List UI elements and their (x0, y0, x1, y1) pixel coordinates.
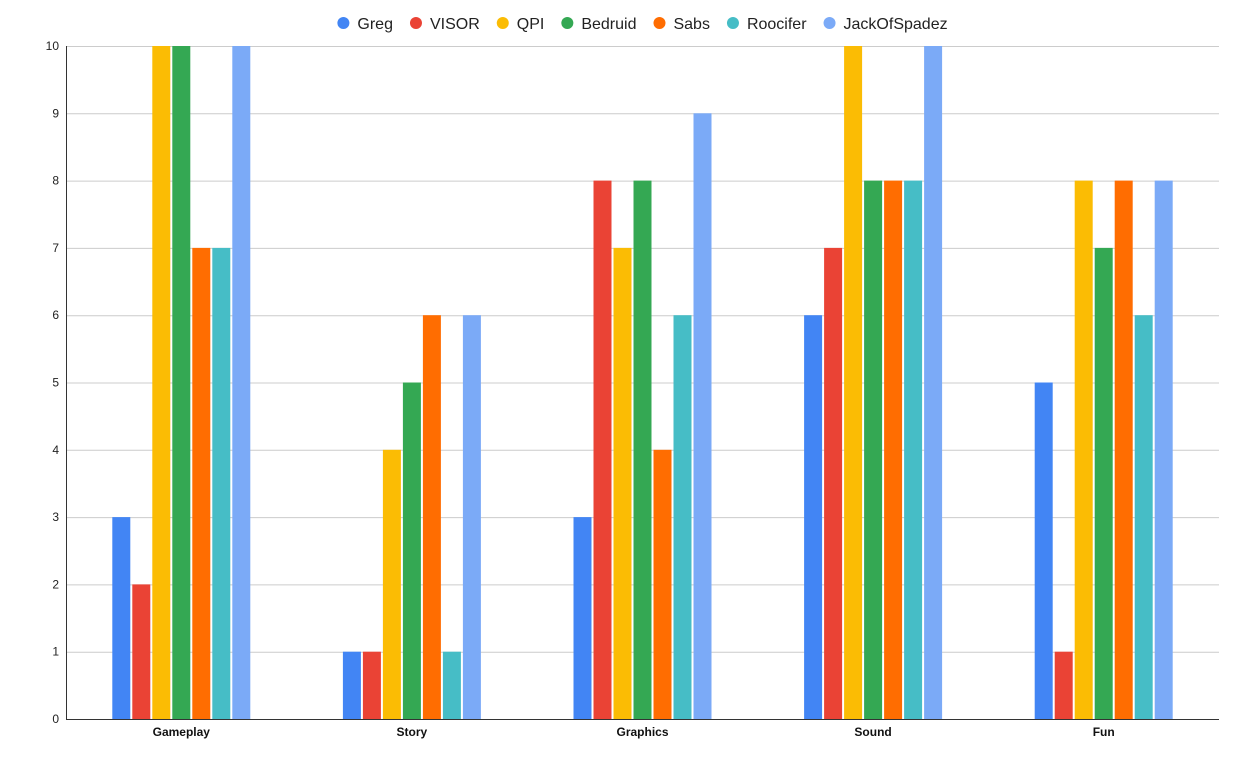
x-tick-label: Sound (854, 725, 891, 739)
bar (342, 651, 361, 719)
legend-marker (409, 17, 422, 29)
bar (1094, 247, 1113, 719)
y-tick-label: 10 (46, 39, 60, 53)
legend-item: VISOR (409, 16, 480, 33)
y-tick-label: 5 (52, 376, 59, 390)
bar (613, 247, 632, 719)
bar (462, 315, 481, 719)
bar (1074, 180, 1093, 720)
bar (382, 449, 401, 719)
legend-label: Sabs (673, 16, 709, 33)
legend-marker (496, 17, 509, 29)
y-tick-label: 1 (52, 645, 59, 659)
legend-label: Bedruid (581, 16, 636, 33)
bar (442, 651, 461, 719)
bar (1114, 180, 1133, 720)
bar (1134, 315, 1153, 719)
legend-marker (823, 17, 836, 29)
legend-item: JackOfSpadez (823, 16, 948, 33)
legend-marker (653, 17, 666, 29)
bar (232, 46, 251, 719)
bars (112, 46, 1173, 720)
bar (132, 584, 151, 719)
bar (192, 247, 211, 719)
bar (633, 180, 652, 720)
legend-item: Roocifer (726, 16, 807, 33)
legend-item: Greg (337, 16, 393, 33)
axes: 0 1 2 3 4 5 6 7 8 9 10 Gameplay Story Graphics Sound Fu… (46, 39, 1219, 739)
legend: Greg VISOR QPI Bedruid Sabs Roocifer JackOfSpa… (337, 16, 948, 33)
bar (1154, 180, 1173, 720)
bar (152, 46, 171, 719)
legend-marker (561, 17, 574, 29)
bar (362, 651, 381, 719)
legend-item: QPI (496, 16, 545, 33)
bar (112, 517, 131, 719)
bar (673, 315, 692, 719)
bar (924, 46, 943, 719)
legend-label: JackOfSpadez (844, 16, 948, 33)
bar (824, 247, 843, 719)
legend-label: QPI (517, 16, 545, 33)
bar (402, 382, 421, 719)
bar (884, 180, 903, 720)
y-tick-label: 0 (52, 712, 59, 726)
legend-item: Sabs (653, 16, 710, 33)
legend-label: Roocifer (747, 16, 807, 33)
y-tick-label: 8 (52, 174, 59, 188)
bar (864, 180, 883, 720)
legend-marker (337, 17, 350, 29)
legend-label: VISOR (430, 16, 480, 33)
x-tick-label: Story (397, 725, 428, 739)
bar (422, 315, 441, 719)
bar (844, 46, 863, 719)
bar (653, 449, 672, 719)
y-tick-label: 7 (52, 241, 59, 255)
bar (573, 517, 592, 719)
bar (1034, 382, 1053, 719)
x-tick-label: Graphics (616, 725, 668, 739)
bar (904, 180, 923, 720)
x-tick-label: Gameplay (153, 725, 211, 739)
bar (693, 113, 712, 720)
bar (593, 180, 612, 720)
legend-label: Greg (357, 16, 393, 33)
x-tick-label: Fun (1093, 725, 1115, 739)
bar (1054, 651, 1073, 719)
y-tick-label: 9 (52, 106, 59, 120)
legend-item: Bedruid (561, 16, 636, 33)
y-tick-label: 3 (52, 510, 59, 524)
bar (172, 46, 191, 719)
y-tick-label: 4 (52, 443, 59, 457)
y-tick-label: 6 (52, 308, 59, 322)
y-tick-label: 2 (52, 577, 59, 591)
bar (212, 247, 231, 719)
legend-marker (726, 17, 739, 29)
bar (804, 315, 823, 719)
